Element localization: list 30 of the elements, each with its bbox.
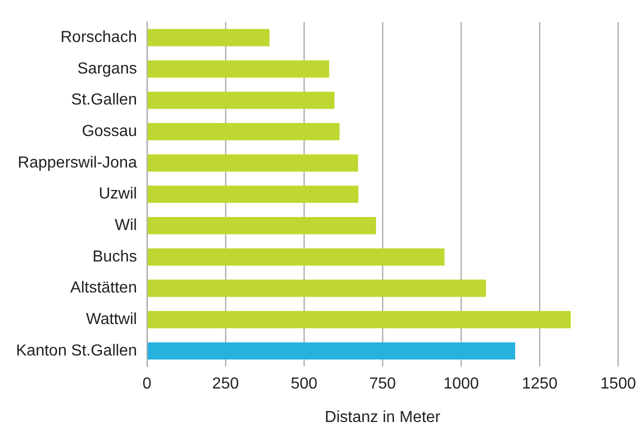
bar <box>148 342 516 360</box>
y-tick-label: Wattwil <box>86 311 137 328</box>
bar <box>148 186 358 203</box>
y-tick-label: Rorschach <box>60 29 137 46</box>
y-tick-label: Rapperswil-Jona <box>18 154 138 172</box>
x-axis-title: Distanz in Meter <box>324 408 442 426</box>
x-tick-label: 1500 <box>600 376 636 393</box>
y-tick-label: Sargans <box>77 60 137 78</box>
x-tick-label: 500 <box>290 376 318 393</box>
bar <box>148 123 340 140</box>
x-tick-label: 1000 <box>443 376 480 393</box>
bar <box>148 29 270 46</box>
bar <box>148 154 358 172</box>
y-tick-label: Gossau <box>82 123 137 140</box>
y-tick-label: Kanton St.Gallen <box>16 342 137 360</box>
x-tick-label: 750 <box>369 376 396 393</box>
x-tick-label: 0 <box>142 376 152 393</box>
y-tick-label: Altstätten <box>70 280 137 297</box>
y-tick-label: St.Gallen <box>71 92 137 109</box>
bar <box>148 310 571 328</box>
x-tick-label: 250 <box>212 376 239 393</box>
y-tick-label: Uzwil <box>98 186 137 203</box>
bar <box>148 280 486 297</box>
bar <box>148 248 444 266</box>
bar <box>148 60 330 78</box>
y-tick-label: Wil <box>114 217 137 234</box>
bar <box>148 217 376 234</box>
x-tick-label: 1250 <box>522 376 558 393</box>
bar <box>148 92 335 109</box>
y-tick-label: Buchs <box>92 248 137 266</box>
